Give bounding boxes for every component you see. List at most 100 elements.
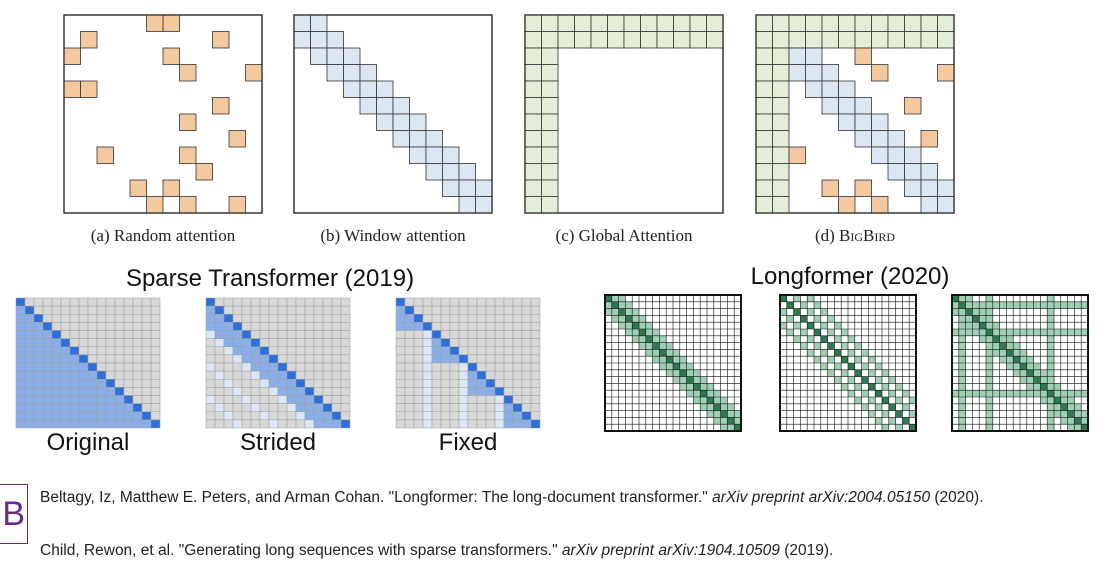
attention-cell <box>820 335 828 343</box>
attention-cell <box>214 411 225 421</box>
attention-cell <box>42 411 53 421</box>
longformer-global-window-matrix <box>951 294 1089 432</box>
attention-cell <box>999 329 1007 336</box>
attention-cell <box>986 369 993 377</box>
attention-cell <box>15 297 26 307</box>
attention-cell <box>1060 417 1068 425</box>
attention-cell <box>1006 301 1014 309</box>
attention-cell <box>645 335 653 343</box>
attention-cell <box>78 346 89 356</box>
attention-cell <box>521 338 532 347</box>
attention-cell <box>114 395 125 404</box>
attention-cell <box>1047 335 1054 343</box>
attention-cell <box>1013 390 1020 397</box>
attention-cell <box>277 297 288 307</box>
attention-cell <box>854 397 862 404</box>
attention-cell <box>87 387 98 396</box>
attention-cell <box>250 354 261 364</box>
attention-cell <box>87 354 98 364</box>
global-cell <box>821 14 839 32</box>
attention-cell <box>395 314 406 323</box>
matrix-border <box>951 294 1089 432</box>
attention-cell <box>223 395 234 404</box>
attention-cell <box>404 419 415 429</box>
attention-cell <box>503 403 514 412</box>
attention-cell <box>42 338 53 347</box>
global-cell <box>854 31 872 49</box>
attention-cell <box>15 379 26 388</box>
global-cell <box>755 113 773 131</box>
global-cell <box>772 146 790 164</box>
attention-cell <box>286 338 297 347</box>
attention-cell <box>395 346 406 356</box>
attention-cell <box>114 305 125 315</box>
attention-cell <box>673 376 680 384</box>
attention-cell <box>422 297 433 307</box>
attention-cell <box>440 330 451 339</box>
attention-cell <box>250 297 261 307</box>
attention-cell <box>51 354 62 364</box>
attention-cell <box>232 346 243 356</box>
attention-cell <box>611 295 619 302</box>
attention-cell <box>268 338 279 347</box>
attention-cell <box>78 387 89 396</box>
attention-cell <box>440 305 451 315</box>
attention-cell <box>449 346 460 356</box>
attention-cell <box>999 349 1007 357</box>
attention-cell <box>295 387 306 396</box>
attention-cell <box>1026 390 1034 397</box>
attention-cell <box>141 419 152 429</box>
attention-cell <box>340 346 351 356</box>
attention-cell <box>972 308 980 316</box>
attention-cell <box>992 349 1000 357</box>
window-cell <box>887 146 905 164</box>
attention-cell <box>1006 335 1014 343</box>
attention-cell <box>331 387 342 396</box>
global-cell <box>755 130 773 148</box>
attention-cell <box>268 354 279 364</box>
attention-cell <box>458 322 469 331</box>
attention-cell <box>1074 403 1082 411</box>
attention-cell <box>979 308 986 316</box>
attention-cell <box>1047 376 1054 384</box>
global-cell <box>541 163 559 181</box>
global-cell <box>706 14 724 32</box>
global-cell <box>557 31 575 49</box>
attention-cell <box>820 363 828 370</box>
attention-cell <box>205 330 216 339</box>
attention-cell <box>51 411 62 421</box>
attention-cell <box>986 308 993 316</box>
attention-cell <box>512 322 523 331</box>
attention-cell <box>33 330 44 339</box>
global-cell <box>772 47 790 65</box>
attention-cell <box>618 315 626 323</box>
attention-cell <box>793 308 801 316</box>
attention-cell <box>340 330 351 339</box>
attention-cell <box>105 403 116 412</box>
attention-cell <box>512 314 523 323</box>
attention-cell <box>1074 390 1082 397</box>
random-cell <box>788 146 806 164</box>
attention-cell <box>214 362 225 372</box>
attention-cell <box>965 390 973 397</box>
attention-cell <box>458 395 469 404</box>
window-cell <box>887 163 905 181</box>
attention-cell <box>530 387 541 396</box>
attention-cell <box>625 301 633 309</box>
matrix-border <box>63 14 263 214</box>
random-cell <box>937 64 955 82</box>
attention-cell <box>214 387 225 396</box>
attention-cell <box>958 376 966 384</box>
attention-cell <box>979 322 986 329</box>
attention-cell <box>24 354 35 364</box>
attention-cell <box>78 297 89 307</box>
attention-cell <box>1047 403 1054 411</box>
attention-cell <box>666 363 673 370</box>
attention-cell <box>78 411 89 421</box>
attention-cell <box>986 403 993 411</box>
attention-cell <box>60 362 71 372</box>
attention-cell <box>42 346 53 356</box>
attention-cell <box>340 387 351 396</box>
attention-cell <box>1054 410 1061 418</box>
attention-cell <box>512 370 523 380</box>
